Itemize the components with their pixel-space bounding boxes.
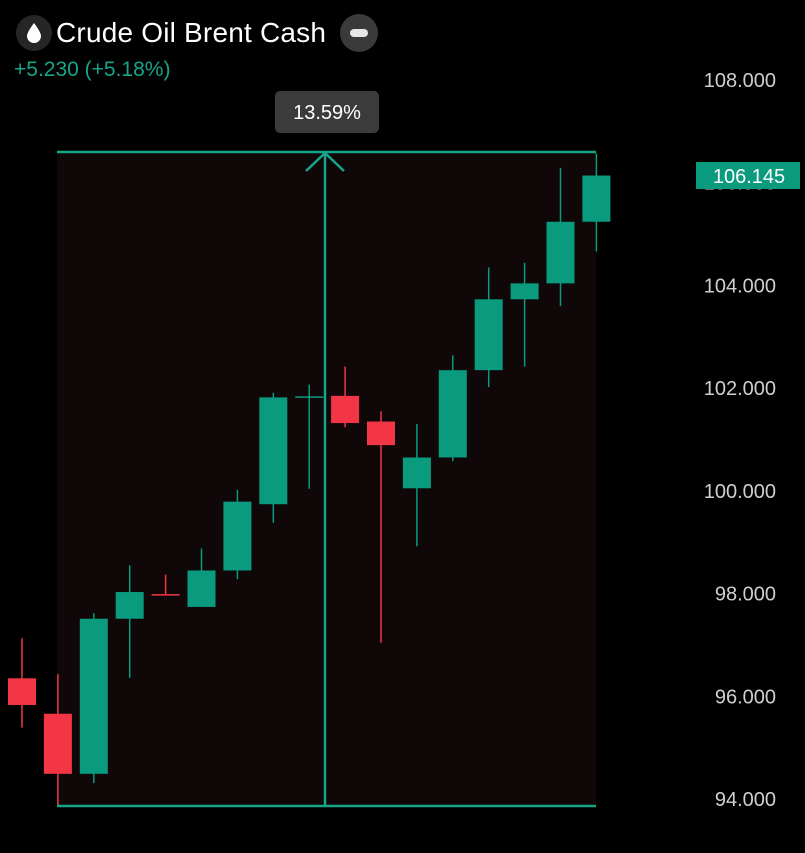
candle-body — [331, 395, 360, 424]
last-price-tag: 106.145 — [696, 162, 800, 189]
y-tick-label: 94.000 — [715, 789, 776, 811]
measure-badge: 13.59% — [275, 91, 379, 133]
candle-body — [259, 397, 288, 505]
candle-body — [402, 457, 431, 489]
candle-body — [115, 592, 144, 619]
candles-layer — [8, 153, 611, 807]
chart-header: Crude Oil Brent Cash — [16, 14, 379, 52]
candle-13[interactable] — [474, 267, 503, 388]
y-tick-label: 104.000 — [704, 275, 776, 297]
candle-9[interactable] — [331, 366, 360, 428]
y-tick-label: 108.000 — [704, 70, 776, 92]
y-tick-label: 102.000 — [704, 378, 776, 400]
minus-icon[interactable] — [340, 14, 379, 52]
measure-selection-area — [57, 152, 596, 806]
price-change: +5.230 (+5.18%) — [14, 58, 171, 81]
y-tick-label: 98.000 — [715, 584, 776, 606]
candle-14[interactable] — [510, 262, 539, 367]
candle-11[interactable] — [402, 424, 431, 547]
candle-body — [223, 501, 252, 571]
candle-3[interactable] — [115, 565, 144, 678]
candle-body — [151, 594, 180, 596]
measure-arrow-icon — [305, 151, 345, 172]
candle-5[interactable] — [187, 548, 216, 607]
candle-6[interactable] — [223, 489, 252, 580]
candle-2[interactable] — [79, 613, 108, 784]
candle-body — [8, 678, 36, 706]
candle-8[interactable] — [295, 384, 324, 489]
candle-body — [43, 713, 72, 774]
price-axis: 108.000106.000104.000102.000100.00098.00… — [704, 70, 776, 811]
candle-body — [295, 396, 324, 398]
candle-body — [582, 175, 611, 222]
y-tick-label: 96.000 — [715, 686, 776, 708]
candle-body — [510, 283, 539, 300]
candle-body — [367, 421, 395, 446]
y-tick-label: 100.000 — [704, 481, 776, 503]
instrument-title: Crude Oil Brent Cash — [56, 17, 327, 48]
drop-icon — [16, 15, 52, 51]
candle-10[interactable] — [367, 411, 395, 643]
last-price-label: 106.145 — [713, 166, 785, 188]
candle-body — [79, 618, 108, 774]
candle-4[interactable] — [151, 574, 180, 596]
measure-percent-label: 13.59% — [293, 102, 361, 124]
candle-12[interactable] — [438, 355, 467, 462]
candle-7[interactable] — [259, 392, 288, 523]
candle-body — [474, 299, 503, 371]
candle-body — [546, 221, 575, 284]
candle-15[interactable] — [546, 167, 575, 306]
candle-0[interactable] — [8, 638, 36, 728]
candle-1[interactable] — [43, 674, 72, 807]
candle-body — [187, 570, 216, 607]
candle-body — [438, 370, 467, 458]
candle-16[interactable] — [582, 153, 611, 252]
measure-tool[interactable] — [57, 150, 596, 808]
